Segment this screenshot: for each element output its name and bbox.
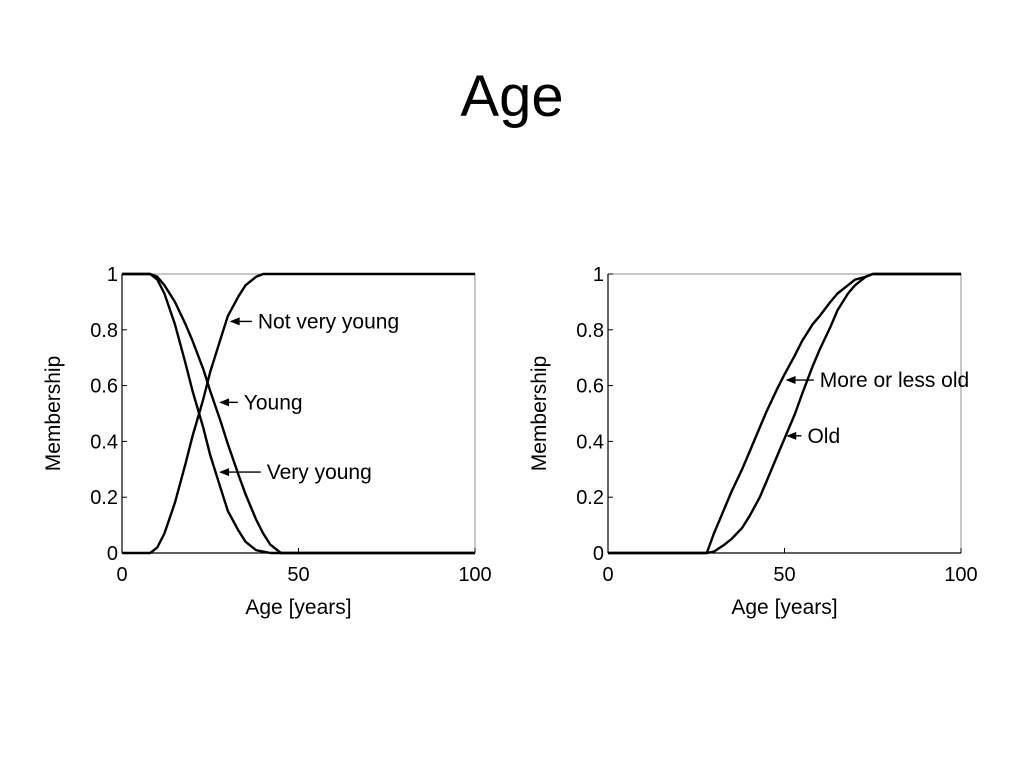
left-annotation-young: Young xyxy=(244,391,303,414)
right-annotation-more-or-less-old: More or less old xyxy=(820,369,969,392)
right-series-old xyxy=(608,272,961,555)
right-y-tick-label: 0.4 xyxy=(576,431,604,453)
left-x-tick-label: 0 xyxy=(116,564,127,586)
right-y-tick-label: 0.2 xyxy=(576,487,604,509)
right-annotation-old: Old xyxy=(807,425,840,448)
right-y-tick-label: 1 xyxy=(593,264,604,286)
right-series-more-or-less-old xyxy=(608,272,961,555)
right-x-tick-label: 100 xyxy=(944,564,977,586)
right-plot-frame xyxy=(607,273,962,554)
right-y-axis-label: Membership xyxy=(528,356,551,472)
left-x-axis-label: Age [years] xyxy=(245,596,351,619)
right-annotation-arrowhead-more-or-less-old xyxy=(785,376,796,385)
left-x-tick-label: 100 xyxy=(458,564,491,586)
left-annotation-not-very-young: Not very young xyxy=(258,310,399,333)
left-annotation-very-young: Very young xyxy=(267,461,372,484)
left-annotation-arrowhead-young xyxy=(219,398,230,407)
left-chart: 0 50 100 0 0.2 0.4 0.6 0.8 1 Age [years] Membershi… xyxy=(42,264,492,619)
left-y-axis-label: Membership xyxy=(42,356,65,472)
left-y-tick-label: 0.6 xyxy=(90,376,118,398)
right-plot-content: 0 50 100 0 0.2 0.4 0.6 0.8 1 Age [years] Membershi… xyxy=(528,264,978,619)
left-series-young xyxy=(122,272,475,555)
left-y-tick-label: 0.8 xyxy=(90,320,118,342)
right-annotation-arrowhead-old xyxy=(786,431,797,440)
left-y-tick-label: 0.2 xyxy=(90,487,118,509)
right-x-tick-label: 0 xyxy=(602,564,613,586)
left-series-not-very-young xyxy=(122,272,475,555)
right-x-axis-label: Age [years] xyxy=(731,596,837,619)
slide-title: Age xyxy=(460,64,564,129)
left-y-tick-label: 0 xyxy=(107,543,118,565)
left-plot-content: 0 50 100 0 0.2 0.4 0.6 0.8 1 Age [years] Membershi… xyxy=(42,264,492,619)
right-y-tick-label: 0.8 xyxy=(576,320,604,342)
right-y-tick-label: 0.6 xyxy=(576,376,604,398)
left-x-tick-label: 50 xyxy=(287,564,309,586)
left-y-tick-label: 0.4 xyxy=(90,431,118,453)
left-y-tick-label: 1 xyxy=(107,264,118,286)
left-annotation-arrowhead-very-young xyxy=(219,468,230,477)
right-y-tick-label: 0 xyxy=(593,543,604,565)
right-chart: 0 50 100 0 0.2 0.4 0.6 0.8 1 Age [years] Membershi… xyxy=(528,264,978,619)
left-series-very-young xyxy=(122,272,475,555)
left-annotation-arrowhead-not-very-young xyxy=(229,317,240,326)
right-x-tick-label: 50 xyxy=(773,564,795,586)
